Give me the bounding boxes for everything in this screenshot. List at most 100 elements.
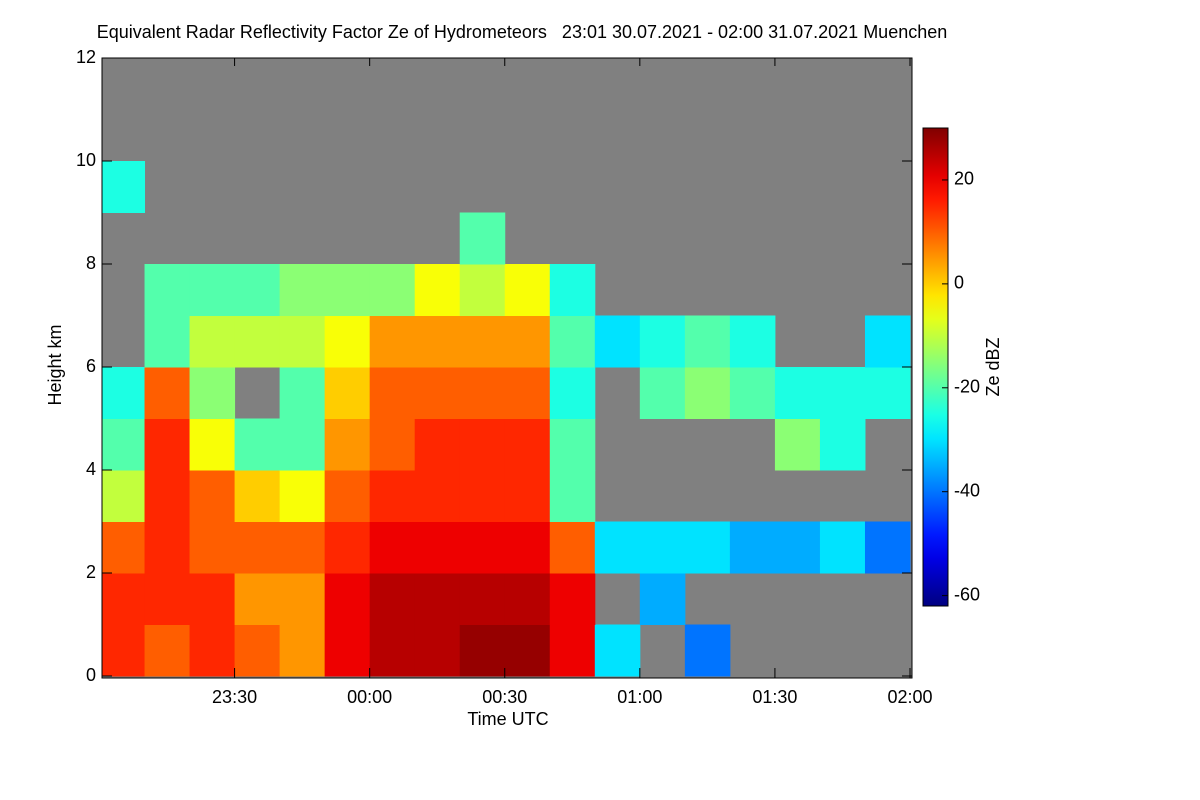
y-tick-label: 0 [86, 665, 96, 685]
heatmap-cell [279, 418, 326, 471]
heatmap-cell [189, 315, 236, 368]
x-tick-label: 23:30 [212, 687, 257, 707]
heatmap-cell [369, 624, 416, 677]
heatmap-cell [729, 521, 776, 574]
heatmap-cell [189, 418, 236, 471]
heatmap-cell [144, 367, 191, 419]
heatmap-cell [234, 315, 281, 368]
heatmap-cell [594, 521, 641, 574]
heatmap-cell [234, 521, 281, 574]
y-tick-label: 6 [86, 356, 96, 376]
x-tick-label: 01:00 [617, 687, 662, 707]
heatmap-cell [279, 521, 326, 574]
heatmap-cell [369, 470, 416, 522]
heatmap-cell [234, 624, 281, 677]
heatmap-cell [102, 573, 146, 625]
heatmap-cell [414, 573, 461, 625]
heatmap-cell [369, 418, 416, 471]
x-tick-label: 00:00 [347, 687, 392, 707]
heatmap-cell [189, 624, 236, 677]
x-axis-label: Time UTC [467, 709, 548, 729]
heatmap-cell [102, 624, 146, 677]
heatmap-cell [102, 470, 146, 522]
heatmap-cell [279, 573, 326, 625]
heatmap-cell [459, 470, 506, 522]
colorbar-tick-label: -60 [954, 584, 980, 604]
heatmap-cell [594, 315, 641, 368]
heatmap-cell [819, 521, 866, 574]
heatmap-cell [324, 315, 371, 368]
heatmap-cell [144, 573, 191, 625]
heatmap-cell [774, 367, 821, 419]
chart-title: Equivalent Radar Reflectivity Factor Ze … [97, 22, 948, 42]
heatmap-cell [504, 315, 551, 368]
heatmap-cell [684, 315, 731, 368]
heatmap-cell [864, 521, 911, 574]
heatmap-cell [549, 624, 596, 677]
heatmap-cell [234, 264, 281, 316]
heatmap-cell [414, 521, 461, 574]
heatmap-cell [189, 573, 236, 625]
heatmap-cell [279, 367, 326, 419]
y-tick-label: 8 [86, 253, 96, 273]
heatmap-cell [234, 470, 281, 522]
heatmap-cell [102, 418, 146, 471]
heatmap-cell [189, 264, 236, 316]
y-tick-label: 2 [86, 562, 96, 582]
heatmap-cell [144, 470, 191, 522]
heatmap-cell [414, 367, 461, 419]
heatmap-cell [594, 624, 641, 677]
heatmap-cell [144, 418, 191, 471]
heatmap-cell [459, 573, 506, 625]
heatmap-cell [459, 624, 506, 677]
heatmap-cell [414, 470, 461, 522]
heatmap-cell [864, 315, 911, 368]
heatmap-cell [504, 624, 551, 677]
heatmap-cell [324, 264, 371, 316]
heatmap-cell [504, 418, 551, 471]
heatmap-cell [504, 367, 551, 419]
heatmap-cell [504, 573, 551, 625]
heatmap-cell [459, 521, 506, 574]
heatmap-cell [144, 521, 191, 574]
heatmap-cell [684, 624, 731, 677]
heatmap-cell [549, 315, 596, 368]
heatmap-cell [279, 470, 326, 522]
heatmap-cell [504, 521, 551, 574]
heatmap-cell [549, 470, 596, 522]
heatmap-cell [102, 161, 146, 213]
heatmap-cell [324, 624, 371, 677]
heatmap-cell [684, 367, 731, 419]
heatmap-cell [369, 264, 416, 316]
heatmap-cell [102, 521, 146, 574]
heatmap-cell [504, 264, 551, 316]
y-tick-label: 4 [86, 459, 96, 479]
heatmap-cell [774, 418, 821, 471]
heatmap-cell [369, 521, 416, 574]
heatmap-cell [144, 624, 191, 677]
heatmap-cell [459, 212, 506, 265]
colorbar-label: Ze dBZ [983, 337, 1003, 396]
heatmap-cell [414, 624, 461, 677]
heatmap-cell [549, 367, 596, 419]
heatmap-cell [324, 367, 371, 419]
heatmap-cell [864, 367, 911, 419]
heatmap-cell [729, 315, 776, 368]
heatmap-cell [549, 418, 596, 471]
plot-frame [101, 57, 913, 679]
heatmap-cell [504, 470, 551, 522]
x-tick-label: 02:00 [887, 687, 932, 707]
heatmap-cell [414, 315, 461, 368]
heatmap-cell [279, 624, 326, 677]
heatmap-cell [819, 367, 866, 419]
x-tick-label: 00:30 [482, 687, 527, 707]
heatmap-cell [324, 521, 371, 574]
heatmap-cell [639, 315, 686, 368]
heatmap-cell [369, 573, 416, 625]
heatmap-cell [549, 264, 596, 316]
colorbar-tick-label: -40 [954, 480, 980, 500]
colorbar-tick-label: 0 [954, 273, 964, 293]
heatmap-cell [459, 315, 506, 368]
